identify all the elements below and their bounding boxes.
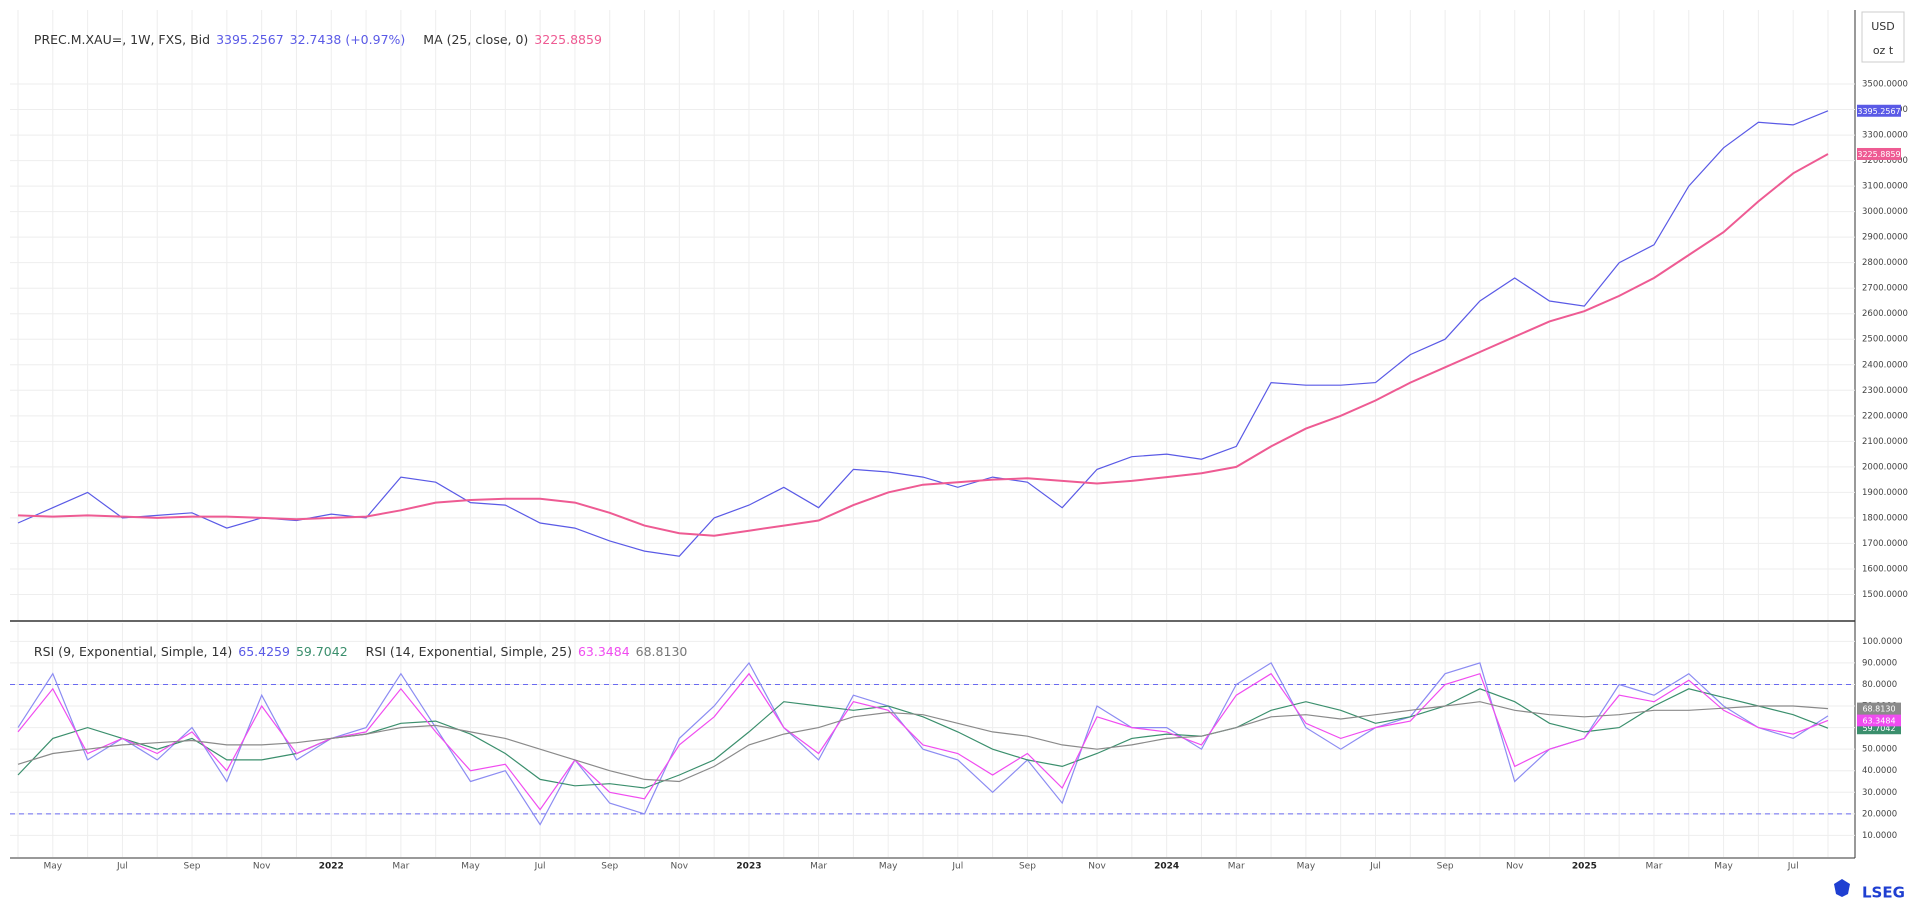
x-tick-label: May [1297,862,1316,872]
unit: oz t [1873,44,1894,57]
price-legend: PREC.M.XAU=, 1W, FXS, Bid 3395.2567 32.743… [18,17,608,62]
rsi9-signal-value: 59.7042 [295,644,348,659]
last-price: 3395.2567 [216,32,284,47]
grid-layer [10,10,1855,857]
x-tick-label: Nov [1506,862,1524,872]
y-tick-label: 2700.0000 [1862,284,1908,294]
ma-name: MA (25, close, 0) [423,32,529,47]
last-value-tag [1857,147,1901,160]
x-tick-label: 2023 [736,862,761,872]
x-tick-label: May [461,862,480,872]
last-value-label: 63.3484 [1862,716,1895,725]
x-tick-label: May [1714,862,1733,872]
last-value-tag [1857,104,1901,117]
x-tick-label: Sep [184,862,201,872]
y-tick-label: 80.0000 [1862,680,1897,690]
rsi14-name: RSI (14, Exponential, Simple, 25) [365,644,572,659]
x-tick-label: Sep [601,862,618,872]
y-tick-label: 50.0000 [1862,745,1897,755]
x-tick-label: Jul [951,862,963,872]
y-tick-label: 2900.0000 [1862,233,1908,243]
rsi14-value: 63.3484 [577,644,630,659]
y-tick-label: 2100.0000 [1862,437,1908,447]
x-tick-label: Sep [1019,862,1036,872]
series-line [17,701,1829,783]
last-value-tag [1857,702,1901,715]
x-tick-label: Sep [1437,862,1454,872]
x-tick-label: May [879,862,898,872]
rsi14-signal-value: 68.8130 [635,644,688,659]
series-line [17,672,1829,811]
x-tick-label: Mar [1228,862,1245,872]
y-tick-label: 3500.0000 [1862,80,1908,90]
x-tick-label: May [44,862,63,872]
y-tick-label: 2000.0000 [1862,462,1908,472]
rsi9-value: 65.4259 [238,644,290,659]
x-tick-label: Nov [253,862,271,872]
logo-shape [1834,879,1850,897]
y-tick-label: 20.0000 [1862,809,1897,819]
y-tick-label: 90.0000 [1862,658,1897,668]
series-line [17,661,1829,826]
last-value-tag [1857,714,1901,727]
y-tick-label: 3200.0000 [1862,156,1908,166]
last-value-label: 59.7042 [1862,724,1895,733]
x-tick-label: Nov [1088,862,1106,872]
y-tick-label: 30.0000 [1862,788,1897,798]
y-tick-label: 1800.0000 [1862,513,1908,523]
currency: USD [1871,20,1895,33]
y-tick-label: 2800.0000 [1862,258,1908,268]
rsi-legend: RSI (9, Exponential, Simple, 14) 65.4259 5… [18,629,693,674]
y-tick-label: 2600.0000 [1862,309,1908,319]
y-tick-label: 1500.0000 [1862,590,1908,600]
y-tick-label: 10.0000 [1862,831,1897,841]
rsi9-name: RSI (9, Exponential, Simple, 14) [33,644,233,659]
last-value-label: 3225.8859 [1857,150,1900,159]
x-tick-label: Nov [671,862,689,872]
series-line [17,153,1829,537]
x-tick-label: Jul [1369,862,1381,872]
x-tick-label: Jul [1787,862,1799,872]
logo: LSEG [1862,884,1905,902]
x-tick-label: Mar [392,862,409,872]
unit-box [1861,11,1905,63]
y-tick-label: 2200.0000 [1862,411,1908,421]
x-tick-label: 2025 [1572,862,1597,872]
y-tick-label: 40.0000 [1862,766,1897,776]
series-line [17,110,1829,557]
price-change: 32.7438 (+0.97%) [289,32,406,47]
last-value-label: 68.8130 [1862,705,1895,714]
y-tick-label: 1600.0000 [1862,564,1908,574]
x-tick-label: 2024 [1154,862,1179,872]
logo-icon [1834,879,1850,897]
y-tick-label: 2300.0000 [1862,386,1908,396]
x-tick-label: 2022 [319,862,344,872]
x-tick-label: Mar [810,862,827,872]
y-tick-label: 3000.0000 [1862,207,1908,217]
instrument: PREC.M.XAU=, 1W, FXS, Bid [33,32,211,47]
y-tick-label: 2500.0000 [1862,335,1908,345]
y-tick-label: 100.0000 [1862,637,1903,647]
y-tick-label: 3100.0000 [1862,182,1908,192]
y-tick-label: 1900.0000 [1862,488,1908,498]
x-tick-label: Jul [116,862,128,872]
x-tick-label: Jul [534,862,546,872]
last-value-label: 3395.2567 [1857,107,1900,116]
y-tick-label: 1700.0000 [1862,539,1908,549]
y-tick-label: 2400.0000 [1862,360,1908,370]
x-tick-label: Mar [1645,862,1662,872]
y-tick-label: 3300.0000 [1862,131,1908,141]
ma-value: 3225.8859 [534,32,602,47]
